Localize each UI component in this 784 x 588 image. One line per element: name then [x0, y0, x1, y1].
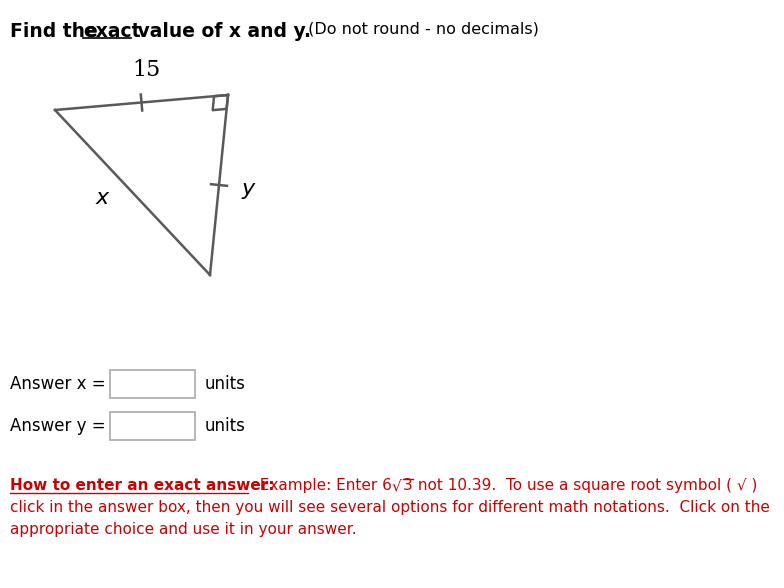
Text: exact: exact [83, 22, 140, 41]
Text: 15: 15 [132, 58, 161, 81]
Text: $x$: $x$ [95, 186, 111, 209]
Text: Find the: Find the [10, 22, 104, 41]
Text: (Do not round - no decimals): (Do not round - no decimals) [303, 22, 539, 37]
Text: √: √ [392, 478, 401, 493]
Text: units: units [205, 375, 246, 393]
Text: Answer x =: Answer x = [10, 375, 111, 393]
Text: not 10.39.  To use a square root symbol ( √ ): not 10.39. To use a square root symbol (… [413, 478, 757, 493]
FancyBboxPatch shape [110, 412, 195, 440]
Text: How to enter an exact answer:: How to enter an exact answer: [10, 478, 274, 493]
Text: units: units [205, 417, 246, 435]
Text: 3: 3 [403, 478, 412, 493]
Text: appropriate choice and use it in your answer.: appropriate choice and use it in your an… [10, 522, 357, 537]
Text: $y$: $y$ [241, 179, 257, 201]
FancyBboxPatch shape [110, 370, 195, 398]
Text: value of x and y.: value of x and y. [131, 22, 311, 41]
Text: Example: Enter 6: Example: Enter 6 [250, 478, 392, 493]
Text: click in the answer box, then you will see several options for different math no: click in the answer box, then you will s… [10, 500, 770, 515]
Text: Answer y =: Answer y = [10, 417, 111, 435]
